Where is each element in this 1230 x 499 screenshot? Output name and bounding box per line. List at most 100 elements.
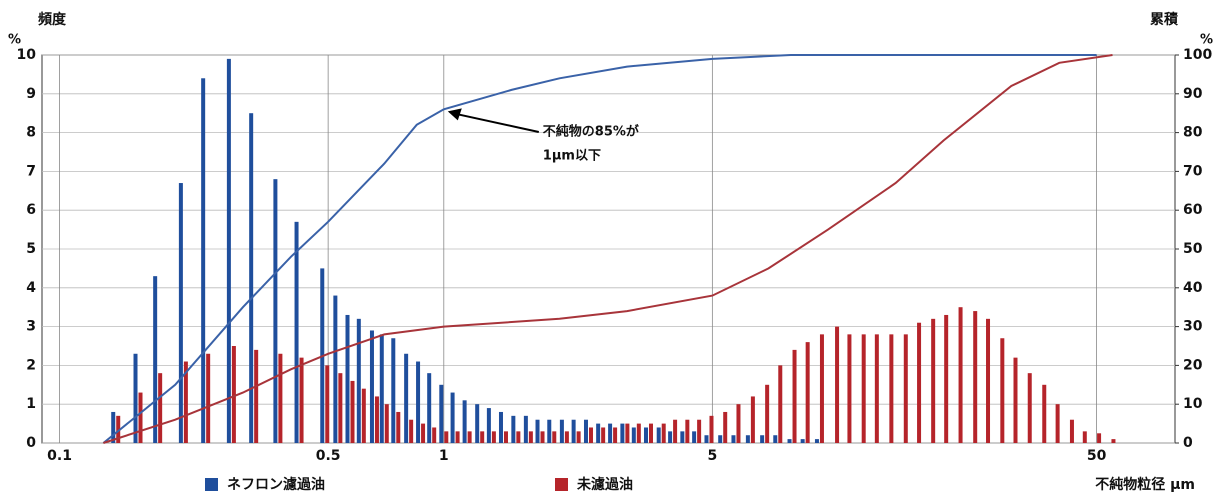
annotation-arrow [457, 113, 540, 133]
bar [668, 431, 673, 443]
bar [1042, 384, 1047, 443]
bar [636, 423, 641, 443]
bar [333, 295, 338, 443]
bar [450, 392, 455, 443]
y-tick-label: 10 [17, 47, 37, 63]
bar [583, 419, 588, 443]
bar [631, 427, 636, 443]
bar [596, 423, 601, 443]
bar [835, 326, 840, 443]
y2-tick-label: 60 [1183, 202, 1203, 218]
bar [692, 431, 697, 443]
bar [1097, 433, 1102, 443]
bar [294, 221, 299, 443]
bar [903, 334, 908, 443]
bar [709, 415, 714, 443]
bar [643, 427, 648, 443]
bar [138, 392, 143, 443]
bar [345, 314, 350, 443]
x-tick-label: 50 [1087, 448, 1107, 464]
bar [480, 431, 485, 443]
bar [409, 419, 414, 443]
bar [564, 431, 569, 443]
bar [391, 338, 396, 443]
bar [559, 419, 564, 443]
y2-tick-label: 20 [1183, 357, 1203, 373]
bar [486, 408, 491, 443]
x-tick-label: 1 [439, 448, 449, 464]
bar [444, 431, 449, 443]
y2-axis-title: 累積 [1150, 11, 1179, 28]
y-tick-label: 7 [26, 163, 36, 179]
bar [158, 373, 163, 443]
bar [750, 396, 755, 443]
y-tick-label: 2 [26, 357, 36, 373]
bar [523, 415, 528, 443]
y-tick-label: 1 [26, 396, 36, 412]
y2-tick-label: 50 [1183, 241, 1203, 257]
y-tick-label: 4 [26, 280, 36, 296]
bar [1111, 439, 1116, 443]
legend-label: 未濾過油 [577, 476, 633, 493]
y-axis-title: 頻度 [38, 11, 67, 28]
bar [338, 373, 343, 443]
bar [231, 346, 236, 443]
bar [576, 431, 581, 443]
bar [787, 439, 792, 443]
bar [396, 411, 401, 443]
y-tick-label: 3 [26, 319, 36, 335]
bar [455, 431, 460, 443]
bar [491, 431, 496, 443]
bar [1013, 357, 1018, 443]
bar [765, 384, 770, 443]
bar [1027, 373, 1032, 443]
bar [944, 314, 949, 443]
y2-tick-label: 30 [1183, 319, 1203, 335]
bar [111, 411, 116, 443]
bar [874, 334, 879, 443]
y2-tick-label: 0 [1183, 435, 1193, 451]
bar [917, 322, 922, 443]
y2-tick-label: 80 [1183, 125, 1203, 141]
y-axis-unit: % [8, 33, 21, 48]
bar [535, 419, 540, 443]
bar [384, 404, 389, 443]
x-tick-label: 5 [707, 448, 717, 464]
bar [697, 419, 702, 443]
bar [718, 435, 723, 443]
y-tick-label: 6 [26, 202, 36, 218]
bar [760, 435, 765, 443]
bar [206, 353, 211, 443]
bar [792, 349, 797, 443]
bar [116, 415, 121, 443]
bar [805, 342, 810, 443]
bar [814, 439, 819, 443]
bar [571, 419, 576, 443]
y2-tick-label: 10 [1183, 396, 1203, 412]
bar [1069, 419, 1074, 443]
cumulative-line [102, 54, 1097, 444]
annotation-arrowhead [447, 108, 462, 121]
bar [601, 427, 606, 443]
bar [547, 419, 552, 443]
bar [350, 380, 355, 443]
bar [847, 334, 852, 443]
bar [704, 435, 709, 443]
bar [299, 357, 304, 443]
bar [278, 353, 283, 443]
bar [503, 431, 508, 443]
bar [731, 435, 736, 443]
y-tick-label: 5 [26, 241, 36, 257]
bar [745, 435, 750, 443]
x-tick-label: 0.5 [316, 448, 341, 464]
bar [369, 330, 374, 443]
bar [416, 361, 421, 443]
bar [379, 334, 384, 443]
bar [404, 353, 409, 443]
bar [986, 318, 991, 443]
bar [861, 334, 866, 443]
cumulative-line [103, 54, 1113, 444]
bar [673, 419, 678, 443]
bar [736, 404, 741, 443]
bar [680, 431, 685, 443]
